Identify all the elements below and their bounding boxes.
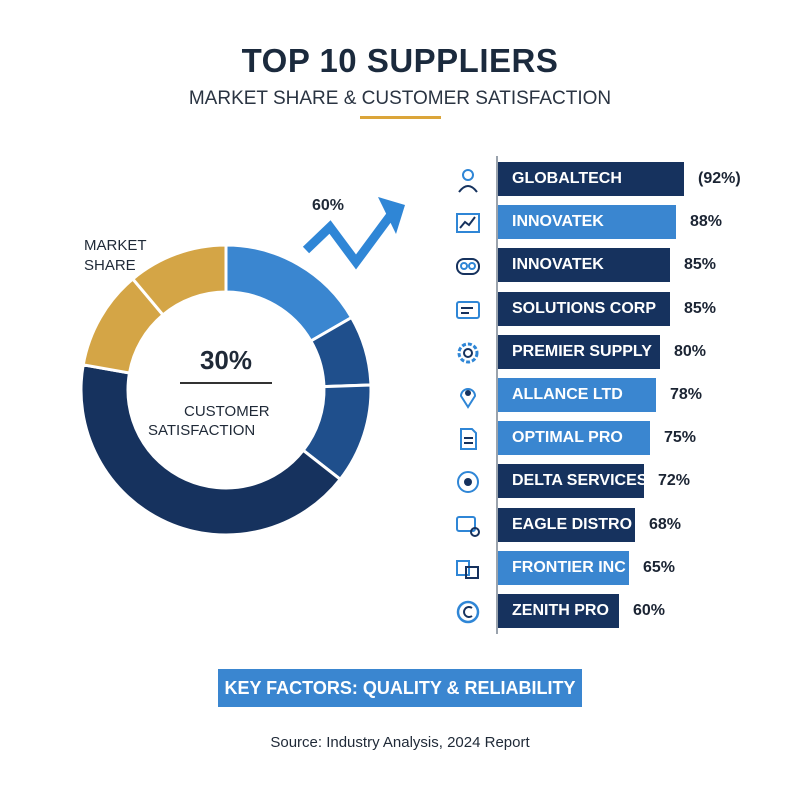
chart-growth-icon bbox=[454, 210, 482, 236]
supplier-bar: GLOBALTECH bbox=[498, 162, 684, 196]
supplier-bar: OPTIMAL PRO bbox=[498, 421, 650, 456]
copyright-icon bbox=[454, 599, 482, 625]
trend-value: 60% bbox=[312, 197, 345, 214]
handshake-icon bbox=[454, 253, 482, 279]
donut-center-value: 30% bbox=[199, 345, 253, 375]
bar-row: INNOVATEK 88% bbox=[450, 205, 790, 241]
bar-row: DELTA SERVICES 72% bbox=[450, 464, 790, 500]
center-caption-line1: CUSTOMER bbox=[184, 403, 270, 420]
supplier-bar: ZENITH PRO bbox=[498, 594, 619, 628]
key-factors-badge: KEY FACTORS: QUALITY & RELIABILITY bbox=[218, 669, 582, 707]
bar-value-label: 78% bbox=[670, 386, 703, 403]
shipping-icon bbox=[454, 556, 482, 582]
bar-row: ALLANCE LTD 78% bbox=[450, 378, 790, 414]
bar-row: OPTIMAL PRO 75% bbox=[450, 421, 790, 457]
donut-slice bbox=[79, 363, 343, 537]
supplier-bar: FRONTIER INC bbox=[498, 550, 629, 585]
supplier-bar: SOLUTIONS CORP bbox=[498, 291, 670, 326]
donut-slice bbox=[130, 243, 228, 318]
supplier-bar: PREMIER SUPPLY bbox=[498, 334, 660, 369]
supplier-bar: EAGLE DISTRO bbox=[498, 507, 635, 542]
bar-value-label: 72% bbox=[658, 472, 691, 490]
bar-value-label: 65% bbox=[643, 558, 676, 576]
bar-row: PREMIER SUPPLY 80% bbox=[450, 334, 790, 371]
bar-value-label: 80% bbox=[674, 342, 707, 360]
bar-row: EAGLE DISTRO 68% bbox=[450, 507, 790, 544]
gear-icon bbox=[454, 340, 482, 366]
donut-center-divider bbox=[180, 382, 272, 384]
donut-center-caption: CUSTOMER SATISFACTION bbox=[140, 402, 300, 440]
bar-value-label: 88% bbox=[690, 213, 723, 231]
center-caption-line2: SATISFACTION bbox=[148, 422, 256, 439]
bar-value-label: 75% bbox=[664, 429, 697, 447]
document-icon bbox=[454, 426, 482, 452]
bar-row: INNOVATEK 85% bbox=[450, 248, 790, 284]
target-icon bbox=[454, 469, 482, 495]
location-pin-icon bbox=[454, 383, 482, 409]
bar-value-label: 85% bbox=[684, 299, 717, 317]
customer-service-icon bbox=[454, 513, 482, 539]
bar-value-label: 85% bbox=[684, 256, 717, 274]
bar-row: GLOBALTECH (92%) bbox=[450, 162, 790, 198]
source-note: Source: Industry Analysis, 2024 Report bbox=[270, 734, 530, 751]
bar-row: ZENITH PRO 60% bbox=[450, 594, 790, 630]
donut-slices bbox=[79, 243, 373, 537]
title-underline bbox=[360, 116, 441, 119]
supplier-bar: DELTA SERVICES bbox=[498, 464, 647, 499]
page-title: TOP 10 SUPPLIERS bbox=[241, 42, 559, 79]
page-subtitle: MARKET SHARE & CUSTOMER SATISFACTION bbox=[188, 88, 612, 109]
trend-arrow-icon bbox=[302, 197, 405, 270]
id-card-icon bbox=[454, 297, 482, 323]
donut-slice bbox=[224, 243, 354, 344]
supplier-bar: INNOVATEK bbox=[498, 205, 676, 240]
market-share-label: MARKET SHARE bbox=[84, 237, 147, 274]
bar-row: FRONTIER INC 65% bbox=[450, 550, 790, 587]
supplier-bar: ALLANCE LTD bbox=[498, 378, 656, 412]
bar-chart-axis bbox=[496, 156, 498, 634]
bar-value-label: 60% bbox=[633, 602, 666, 619]
bar-row: SOLUTIONS CORP 85% bbox=[450, 291, 790, 328]
person-pin-icon bbox=[454, 167, 482, 193]
bar-value-label: 68% bbox=[649, 515, 682, 533]
bar-value-label: (92%) bbox=[698, 170, 741, 187]
supplier-bar: INNOVATEK bbox=[498, 248, 670, 283]
